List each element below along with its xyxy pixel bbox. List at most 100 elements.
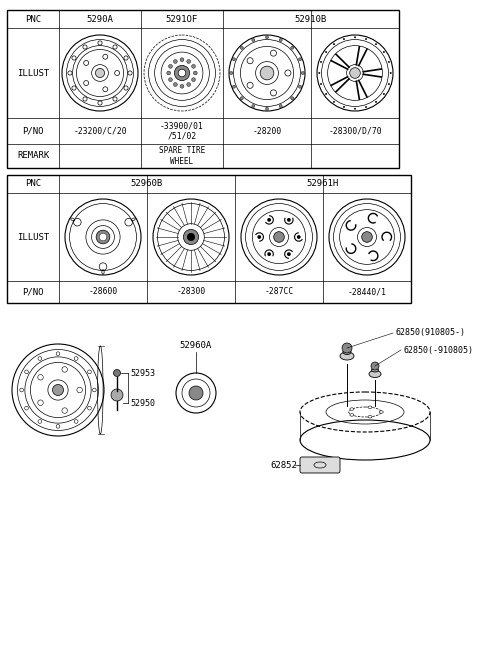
Text: 52961H: 52961H [307, 179, 339, 189]
Circle shape [265, 35, 268, 39]
Text: -23200/C/20: -23200/C/20 [73, 127, 127, 135]
Circle shape [168, 78, 172, 81]
Ellipse shape [379, 411, 383, 413]
Circle shape [113, 97, 117, 101]
Text: -28440/1: -28440/1 [348, 288, 386, 296]
Circle shape [180, 84, 184, 88]
Circle shape [62, 408, 68, 413]
Ellipse shape [350, 408, 354, 411]
Circle shape [93, 388, 96, 392]
Circle shape [24, 406, 28, 410]
Circle shape [299, 85, 301, 88]
Ellipse shape [368, 406, 372, 409]
Text: 52960B: 52960B [131, 179, 163, 189]
Circle shape [320, 83, 322, 85]
Circle shape [371, 362, 379, 370]
Text: 62850(910805-): 62850(910805-) [395, 328, 465, 338]
Circle shape [56, 424, 60, 428]
Circle shape [325, 93, 327, 95]
Circle shape [74, 357, 78, 361]
Circle shape [375, 101, 377, 103]
Circle shape [192, 64, 195, 68]
Circle shape [270, 50, 276, 56]
Circle shape [342, 343, 352, 353]
Circle shape [187, 233, 195, 241]
Circle shape [240, 97, 243, 100]
Circle shape [52, 384, 63, 396]
Bar [7, 10, 399, 168]
Circle shape [279, 104, 282, 108]
Circle shape [38, 400, 43, 405]
Circle shape [267, 252, 271, 256]
Circle shape [362, 232, 372, 242]
Text: P/NO: P/NO [22, 127, 44, 135]
Circle shape [77, 387, 83, 393]
Circle shape [56, 351, 60, 355]
Circle shape [72, 86, 76, 90]
Circle shape [343, 38, 345, 40]
Circle shape [128, 71, 132, 75]
Circle shape [291, 46, 294, 49]
Circle shape [167, 71, 170, 75]
Circle shape [72, 56, 76, 60]
Circle shape [96, 230, 110, 244]
Circle shape [320, 61, 322, 63]
Circle shape [297, 235, 300, 239]
Circle shape [383, 51, 385, 53]
Text: 5291OF: 5291OF [166, 14, 198, 24]
Ellipse shape [369, 371, 381, 378]
Circle shape [88, 370, 91, 374]
Circle shape [388, 61, 390, 63]
Circle shape [113, 45, 117, 49]
Text: 52910B: 52910B [295, 14, 327, 24]
Circle shape [257, 235, 261, 239]
Circle shape [38, 420, 42, 423]
Circle shape [88, 406, 91, 410]
Text: PNC: PNC [25, 179, 41, 189]
Circle shape [62, 367, 68, 373]
Circle shape [38, 374, 43, 380]
Circle shape [270, 90, 276, 96]
Circle shape [99, 233, 107, 241]
Circle shape [252, 104, 255, 108]
Circle shape [24, 370, 28, 374]
Circle shape [287, 218, 291, 222]
Circle shape [193, 71, 197, 75]
Circle shape [333, 101, 335, 103]
Circle shape [232, 58, 236, 61]
Circle shape [68, 71, 72, 75]
Circle shape [103, 55, 108, 59]
Ellipse shape [368, 415, 372, 418]
Circle shape [299, 58, 301, 61]
Circle shape [98, 41, 102, 45]
Circle shape [173, 60, 177, 63]
Circle shape [285, 70, 291, 76]
Circle shape [365, 38, 367, 40]
Text: -28300/D/70: -28300/D/70 [328, 127, 382, 135]
Circle shape [260, 66, 274, 80]
Circle shape [180, 58, 184, 62]
Circle shape [354, 36, 356, 38]
Circle shape [388, 83, 390, 85]
Text: -33900/01
/51/02: -33900/01 /51/02 [160, 122, 204, 141]
Circle shape [98, 101, 102, 105]
Circle shape [318, 72, 320, 74]
Text: -28600: -28600 [88, 288, 118, 296]
Text: P/NO: P/NO [22, 288, 44, 296]
Circle shape [354, 108, 356, 110]
Circle shape [83, 45, 87, 49]
Text: REMARK: REMARK [17, 152, 49, 160]
Circle shape [183, 229, 199, 244]
Circle shape [113, 369, 120, 376]
Circle shape [232, 85, 236, 88]
Circle shape [103, 87, 108, 92]
Circle shape [274, 232, 284, 242]
Ellipse shape [350, 414, 354, 416]
Text: ILLUST: ILLUST [17, 233, 49, 242]
Text: 62850(-910805): 62850(-910805) [403, 346, 473, 355]
Circle shape [240, 46, 243, 49]
Text: 5290A: 5290A [86, 14, 113, 24]
Ellipse shape [340, 352, 354, 360]
Circle shape [349, 68, 360, 78]
Text: -287CC: -287CC [264, 288, 294, 296]
